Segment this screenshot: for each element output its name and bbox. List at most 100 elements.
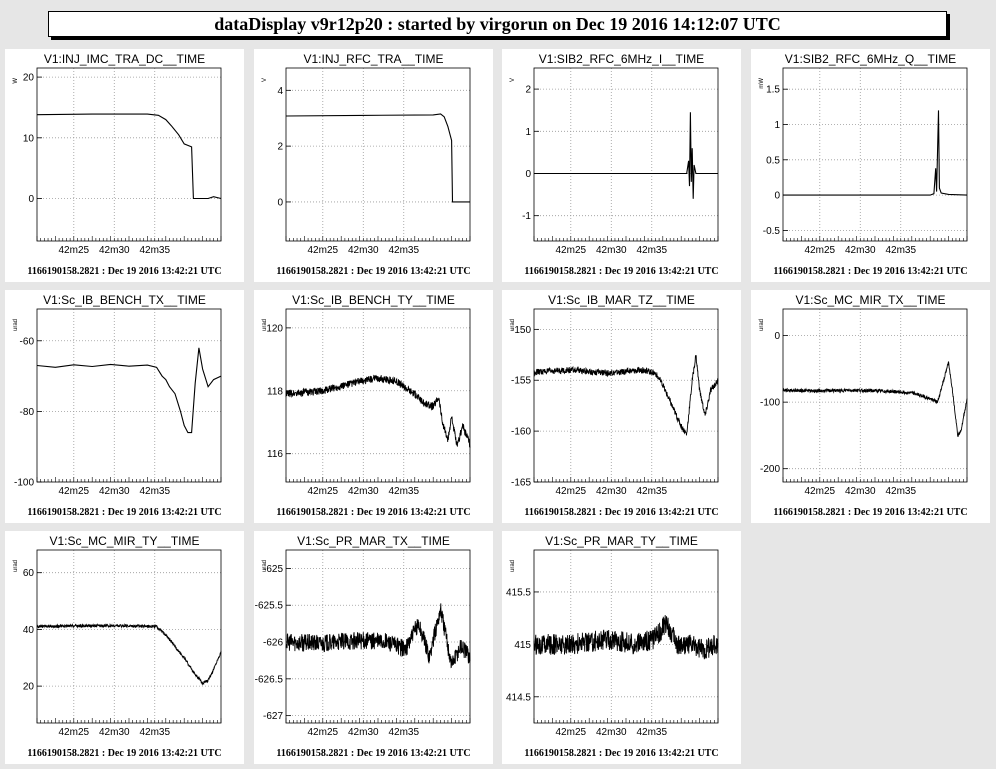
y-tick-label: 118	[267, 386, 283, 397]
panel-background	[5, 531, 244, 764]
y-axis-label: W	[13, 78, 19, 84]
data-series-line	[36, 347, 222, 434]
chart-title: V1:Sc_IB_BENCH_TX__TIME	[43, 293, 206, 307]
x-tick-label: 42m25	[308, 486, 339, 497]
chart-footer: 1166190158.2821 : Dec 19 2016 13:42:21 U…	[524, 748, 718, 759]
y-tick-label: -0.5	[763, 226, 781, 237]
x-tick-label: 42m35	[388, 486, 419, 497]
x-tick-label: 42m30	[348, 486, 379, 497]
x-tick-label: 42m25	[308, 245, 339, 256]
x-tick-label: 42m30	[845, 486, 876, 497]
chart-panel: V1:INJ_IMC_TRA_DC__TIME W 42m25 42m30 42m35 0…	[5, 49, 244, 282]
y-tick-label: 1	[525, 127, 531, 138]
x-tick-label: 42m35	[885, 245, 916, 256]
y-axis-label: urad	[510, 319, 516, 331]
chart-footer: 1166190158.2821 : Dec 19 2016 13:42:21 U…	[524, 266, 718, 277]
y-axis-label: V	[262, 78, 268, 82]
plot-frame	[782, 67, 968, 242]
x-tick-label: 42m25	[805, 486, 836, 497]
panel-background	[5, 290, 244, 523]
x-tick-label: 42m30	[99, 486, 130, 497]
x-tick-label: 42m30	[596, 245, 627, 256]
x-tick-label: 42m35	[388, 245, 419, 256]
plot-frame	[285, 549, 471, 724]
y-tick-label: -165	[511, 478, 531, 489]
x-tick-label: 42m25	[59, 245, 90, 256]
plot-frame	[533, 549, 719, 724]
chart-footer: 1166190158.2821 : Dec 19 2016 13:42:21 U…	[524, 507, 718, 518]
chart-title: V1:Sc_IB_BENCH_TY__TIME	[292, 293, 455, 307]
x-tick-label: 42m35	[636, 245, 667, 256]
x-tick-label: 42m30	[99, 245, 130, 256]
y-tick-label: 0	[774, 191, 780, 202]
chart-footer: 1166190158.2821 : Dec 19 2016 13:42:21 U…	[773, 266, 967, 277]
panel-background	[5, 49, 244, 282]
chart-panel: V1:SIB2_RFC_6MHz_Q__TIME mW 42m25 42m30 42m3…	[751, 49, 990, 282]
panel-background	[254, 290, 493, 523]
y-tick-label: -100	[760, 398, 780, 409]
chart-footer: 1166190158.2821 : Dec 19 2016 13:42:21 U…	[27, 266, 221, 277]
y-axis-label: urad	[759, 319, 765, 331]
chart-title: V1:INJ_IMC_TRA_DC__TIME	[44, 52, 205, 66]
y-tick-label: -627	[263, 711, 283, 722]
chart-title: V1:Sc_PR_MAR_TY__TIME	[545, 534, 698, 548]
y-tick-label: -160	[511, 427, 531, 438]
x-tick-label: 42m30	[596, 727, 627, 738]
y-tick-label: 4	[277, 86, 283, 97]
data-series-line	[783, 110, 968, 196]
page-title: dataDisplay v9r12p20 : started by virgor…	[48, 11, 947, 37]
y-tick-label: 20	[23, 682, 35, 693]
y-tick-label: -80	[20, 407, 35, 418]
x-tick-label: 42m30	[99, 727, 130, 738]
data-series-line	[534, 112, 718, 199]
x-tick-label: 42m30	[348, 727, 379, 738]
x-tick-label: 42m35	[388, 727, 419, 738]
chart-title: V1:INJ_RFC_TRA__TIME	[303, 52, 443, 66]
x-tick-label: 42m25	[556, 486, 587, 497]
chart-footer: 1166190158.2821 : Dec 19 2016 13:42:21 U…	[27, 748, 221, 759]
chart-footer: 1166190158.2821 : Dec 19 2016 13:42:21 U…	[276, 266, 470, 277]
y-tick-label: 20	[23, 73, 35, 84]
x-tick-label: 42m30	[348, 245, 379, 256]
x-tick-label: 42m25	[59, 486, 90, 497]
chart-title: V1:Sc_MC_MIR_TY__TIME	[49, 534, 199, 548]
x-tick-label: 42m30	[845, 245, 876, 256]
y-tick-label: 120	[266, 323, 283, 334]
data-series-line	[36, 113, 222, 200]
x-tick-label: 42m35	[636, 727, 667, 738]
chart-panel: V1:SIB2_RFC_6MHz_I__TIME V 42m25 42m30 42m35…	[502, 49, 741, 282]
y-tick-label: 0	[525, 169, 531, 180]
y-tick-label: 1	[774, 120, 780, 131]
chart-panel: V1:INJ_RFC_TRA__TIME V 42m25 42m30 42m35 0 2 4 1…	[254, 49, 493, 282]
y-tick-label: 414.5	[506, 692, 531, 703]
y-tick-label: 415	[514, 640, 531, 651]
y-tick-label: -625	[263, 564, 283, 575]
y-axis-label: urad	[262, 319, 268, 331]
y-tick-label: 2	[525, 85, 531, 96]
chart-title: V1:SIB2_RFC_6MHz_Q__TIME	[785, 52, 956, 66]
plot-frame	[782, 308, 968, 483]
y-tick-label: 60	[23, 568, 35, 579]
y-tick-label: -626.5	[255, 674, 284, 685]
y-tick-label: -155	[511, 376, 531, 387]
chart-footer: 1166190158.2821 : Dec 19 2016 13:42:21 U…	[27, 507, 221, 518]
y-axis-label: urad	[13, 319, 19, 331]
y-axis-label: V	[510, 78, 516, 82]
y-tick-label: -626	[263, 638, 283, 649]
x-tick-label: 42m35	[885, 486, 916, 497]
plot-frame	[533, 67, 719, 242]
x-tick-label: 42m25	[308, 727, 339, 738]
y-axis-label: urad	[13, 560, 19, 572]
x-tick-label: 42m35	[636, 486, 667, 497]
x-tick-label: 42m25	[556, 727, 587, 738]
chart-title: V1:Sc_PR_MAR_TX__TIME	[297, 534, 450, 548]
y-tick-label: -150	[511, 325, 531, 336]
y-tick-label: 0.5	[766, 155, 780, 166]
